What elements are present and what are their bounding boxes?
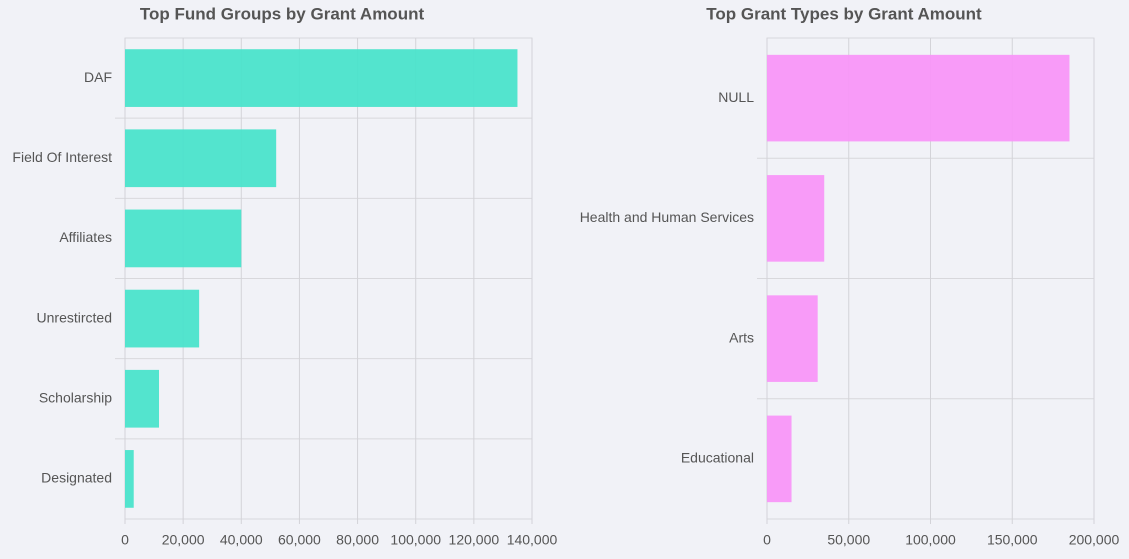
bar [767,415,792,503]
bar [125,49,518,107]
x-tick-label: 200,000 [1069,532,1120,548]
x-tick-label: 100,000 [390,532,441,548]
y-tick-label: Scholarship [39,389,112,405]
y-tick-label: DAF [84,69,112,85]
x-tick-label: 0 [763,532,771,548]
chart-title: Top Fund Groups by Grant Amount [140,4,425,23]
y-tick-label: Health and Human Services [580,209,754,225]
bar [125,289,200,348]
bar [125,209,242,268]
x-tick-label: 100,000 [905,532,956,548]
y-tick-label: Field Of Interest [12,149,112,165]
bar [125,450,134,508]
x-tick-label: 120,000 [449,532,500,548]
y-tick-label: NULL [718,89,754,105]
y-tick-label: Affiliates [59,229,112,245]
bar [125,129,277,188]
y-tick-label: Arts [729,329,754,345]
y-tick-label: Educational [681,450,754,466]
x-tick-label: 150,000 [987,532,1038,548]
bar [767,175,825,262]
bar [125,369,160,428]
bar [767,295,818,382]
x-tick-label: 60,000 [278,532,321,548]
y-tick-label: Designated [41,470,112,486]
x-tick-label: 140,000 [507,532,558,548]
x-tick-label: 80,000 [336,532,379,548]
x-tick-label: 50,000 [827,532,870,548]
x-tick-label: 40,000 [220,532,263,548]
x-tick-label: 0 [121,532,129,548]
bar [767,54,1070,142]
y-tick-label: Unrestircted [37,309,112,325]
chart-title: Top Grant Types by Grant Amount [706,4,982,23]
x-tick-label: 20,000 [162,532,205,548]
